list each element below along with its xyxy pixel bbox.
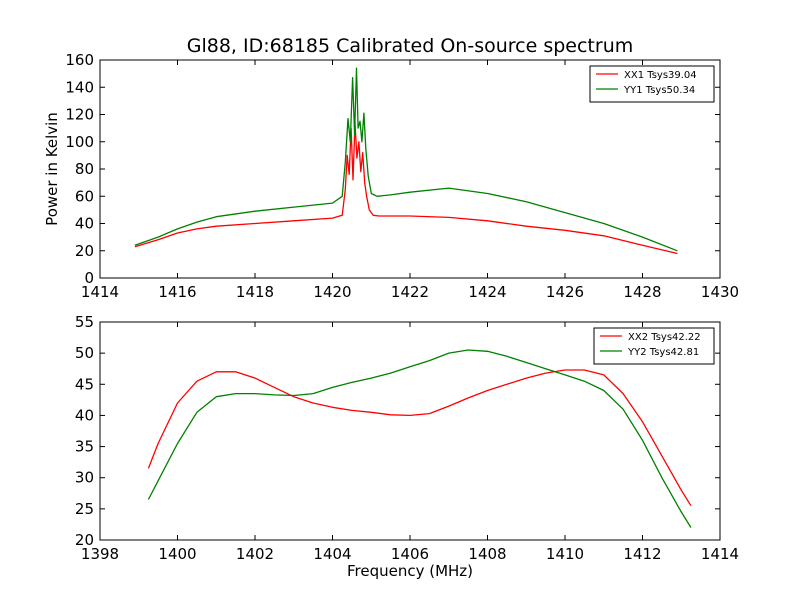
- x-tick-label: 1426: [546, 283, 584, 301]
- y-tick-label: 30: [75, 469, 94, 487]
- x-tick-label: 1410: [546, 545, 584, 563]
- x-tick-label: 1414: [701, 545, 739, 563]
- y-tick-label: 45: [75, 375, 94, 393]
- x-tick-label: 1422: [391, 283, 429, 301]
- x-tick-label: 1398: [81, 545, 119, 563]
- y-tick-label: 50: [75, 344, 94, 362]
- legend-entry: XX2 Tsys42.22: [628, 332, 701, 343]
- y-tick-label: 20: [75, 242, 94, 260]
- x-tick-label: 1406: [391, 545, 429, 563]
- y-tick-label: 40: [75, 215, 94, 233]
- x-tick-label: 1418: [236, 283, 274, 301]
- legend: XX2 Tsys42.22 YY2 Tsys42.81: [593, 327, 715, 365]
- series-line-yy1: [134, 67, 678, 252]
- y-tick-label: 40: [75, 406, 94, 424]
- legend-entry: YY1 Tsys50.34: [623, 85, 695, 96]
- y-tick-label: 80: [75, 160, 94, 178]
- x-tick-label: 1412: [623, 545, 661, 563]
- y-tick-label: 25: [75, 500, 94, 518]
- legend: XX1 Tsys39.04 YY1 Tsys50.34: [589, 65, 715, 103]
- y-tick-label: 20: [75, 531, 94, 549]
- y-tick-label: 140: [65, 78, 94, 96]
- x-tick-label: 1400: [158, 545, 196, 563]
- legend-box: [589, 65, 715, 103]
- series-line-yy2: [147, 349, 692, 528]
- panel-2: 1398 1400 1402 1404 1406 1408 1410 1412 1414 20 25…: [75, 313, 739, 580]
- legend-box: [593, 327, 715, 365]
- x-tick-label: 1416: [158, 283, 196, 301]
- y-tick-label: 60: [75, 187, 94, 205]
- x-tick-label: 1424: [468, 283, 506, 301]
- x-tick-label: 1414: [81, 283, 119, 301]
- y-tick-label: 100: [65, 133, 94, 151]
- y-tick-label: 0: [84, 269, 94, 287]
- y-tick-label: 55: [75, 313, 94, 331]
- y-tick-label: 35: [75, 438, 94, 456]
- panel-1: Gl88, ID:68185 Calibrated On-source spec…: [43, 35, 739, 301]
- y-tick-label: 120: [65, 106, 94, 124]
- x-tick-label: 1428: [623, 283, 661, 301]
- x-tick-label: 1408: [468, 545, 506, 563]
- y-tick-label: 160: [65, 51, 94, 69]
- chart-title: Gl88, ID:68185 Calibrated On-source spec…: [187, 35, 634, 57]
- legend-entry: YY2 Tsys42.81: [627, 347, 699, 358]
- series-line-xx1: [134, 122, 678, 255]
- series-line-xx2: [147, 369, 692, 507]
- x-tick-label: 1430: [701, 283, 739, 301]
- y-axis-label: Power in Kelvin: [43, 112, 61, 226]
- x-tick-label: 1402: [236, 545, 274, 563]
- x-tick-label: 1404: [313, 545, 351, 563]
- x-tick-label: 1420: [313, 283, 351, 301]
- legend-entry: XX1 Tsys39.04: [624, 70, 697, 81]
- x-axis-label: Frequency (MHz): [347, 562, 473, 580]
